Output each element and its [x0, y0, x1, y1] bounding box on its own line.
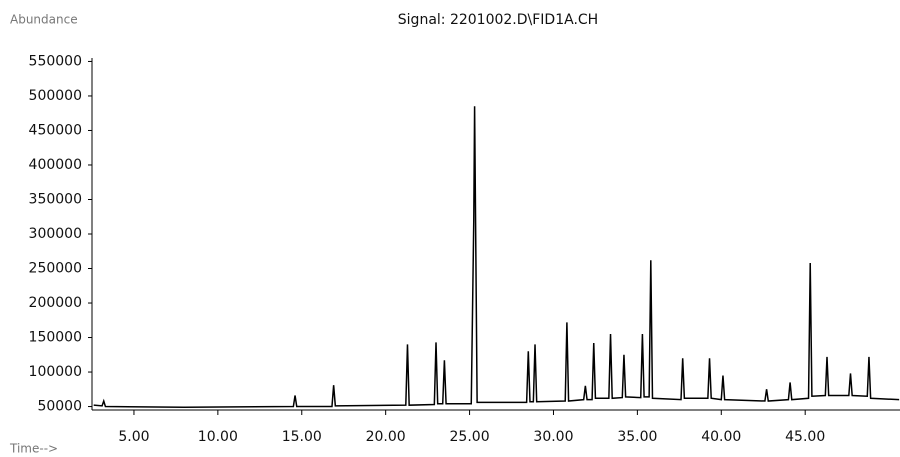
x-tick-label: 15.00: [282, 429, 322, 445]
y-tick-label: 250000: [29, 261, 82, 277]
x-tick-label: 35.00: [617, 429, 657, 445]
x-tick-label: 25.00: [450, 429, 490, 445]
y-tick-label: 450000: [29, 122, 82, 138]
y-tick-label: 200000: [29, 295, 82, 311]
y-tick-label: 550000: [29, 53, 82, 69]
x-tick-label: 30.00: [533, 429, 573, 445]
y-axis-label: Abundance: [10, 13, 78, 27]
signal-trace: [93, 106, 900, 408]
x-tick-label: 45.00: [785, 429, 825, 445]
y-tick-label: 300000: [29, 226, 82, 242]
x-axis-label: Time-->: [9, 442, 58, 456]
chart-title: Signal: 2201002.D\FID1A.CH: [398, 12, 598, 28]
y-tick-label: 50000: [37, 399, 82, 415]
y-tick-label: 500000: [29, 88, 82, 104]
y-tick-label: 100000: [29, 364, 82, 380]
y-tick-label: 150000: [29, 330, 82, 346]
x-tick-label: 40.00: [701, 429, 741, 445]
x-tick-label: 10.00: [198, 429, 238, 445]
y-tick-label: 350000: [29, 191, 82, 207]
x-tick-label: 20.00: [366, 429, 406, 445]
x-tick-label: 5.00: [118, 429, 149, 445]
y-tick-label: 400000: [29, 157, 82, 173]
